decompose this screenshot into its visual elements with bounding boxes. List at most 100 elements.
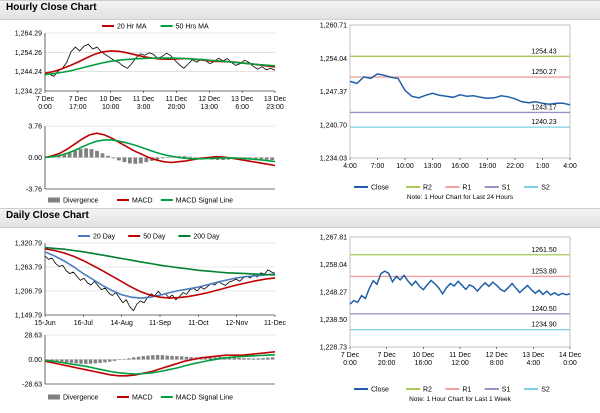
daily_1w-ytick-2: 1,248.27 — [320, 290, 347, 297]
daily_price-ma-line-1 — [44, 251, 276, 299]
hourly_price-xtick-5-b: 13:00 — [201, 104, 219, 111]
hourly_24h-xtick-5: 19:00 — [479, 163, 497, 170]
hourly_macd-divergence-bar — [133, 157, 138, 164]
daily_price-legend-2-label: 200 Day — [193, 234, 220, 241]
hourly_24h-level-label-s1: 1243.17 — [531, 104, 556, 111]
daily_macd-divergence-bar — [184, 356, 189, 360]
hourly_macd-divergence-bar — [78, 149, 83, 158]
hourly_24h-note: Note: 1 Hour Chart for Last 24 Hours — [407, 194, 514, 201]
daily_macd-divergence-bar — [242, 358, 246, 360]
hourly_24h-xtick-4: 16:00 — [451, 163, 469, 170]
daily_macd-divergence-bar — [79, 359, 83, 364]
hourly_price-xtick-5-a: 12 Dec — [198, 96, 221, 103]
hourly_price-ma-line-1 — [44, 50, 276, 74]
hourly_price-xtick-1-b: 17:00 — [69, 104, 87, 111]
hourly_price-xtick-2-b: 10:00 — [102, 104, 120, 111]
hourly_24h-legend-0-label: Close — [371, 185, 389, 192]
daily_macd-divergence-bar — [247, 358, 251, 360]
hourly_macd-legend-0-swatch — [48, 197, 60, 203]
daily_macd-divergence-bar — [227, 357, 232, 360]
daily_macd-divergence-bar — [93, 359, 97, 364]
hourly_macd-divergence-bar — [122, 157, 127, 163]
daily_1w-xtick-6-a: 14 Dec — [559, 352, 582, 359]
hourly_price-xtick-0-b: 0:00 — [38, 104, 52, 111]
hourly_price-legend-1-label: 50 Hrs MA — [176, 24, 209, 31]
hourly_24h-legend-4-label: S2 — [541, 185, 550, 192]
daily_1w-ytick-0: 1,267.81 — [320, 235, 347, 242]
daily_1w-xtick-1-a: 7 Dec — [378, 352, 397, 359]
daily_1w-xtick-2-a: 10 Dec — [412, 352, 435, 359]
hourly_price-xtick-3-a: 11 Dec — [133, 96, 155, 103]
daily_macd-divergence-bar — [132, 357, 136, 360]
hourly_macd-divergence-bar — [144, 157, 149, 163]
daily_macd-divergence-bar — [151, 355, 155, 360]
hourly_macd-divergence-bar — [62, 154, 67, 158]
daily_1w-level-label-r1: 1253.80 — [531, 268, 556, 275]
daily_macd-legend-1-label: MACD — [132, 395, 153, 402]
hourly_price-xtick-4-b: 20:00 — [168, 104, 186, 111]
daily_price-ytick-3: 1,149.79 — [15, 313, 42, 320]
hourly_price-ytick-0: 1,264.29 — [15, 31, 42, 38]
daily_macd-divergence-bar — [108, 359, 112, 362]
daily_macd-ytick-1: 0.00 — [28, 357, 42, 364]
hourly_macd-ytick-1: 0.00 — [28, 155, 42, 162]
daily_1w-level-label-s1: 1240.50 — [531, 306, 556, 313]
daily_macd-divergence-bar — [270, 357, 275, 360]
daily_price-xtick-6: 11-Dec — [264, 320, 287, 327]
hourly_macd-legend-2-label: MACD Signal Line — [176, 198, 233, 205]
hourly_price-xtick-2-a: 10 Dec — [100, 96, 123, 103]
daily_macd-legend-2-label: MACD Signal Line — [176, 395, 233, 402]
hourly_24h-xtick-7: 1:00 — [536, 163, 550, 170]
hourly_macd-divergence-bar — [67, 152, 72, 158]
hourly_macd-divergence-bar — [73, 150, 77, 158]
daily_price-xtick-5: 12-Nov — [225, 320, 248, 327]
hourly_macd-divergence-bar — [248, 157, 253, 159]
daily_macd-divergence-bar — [136, 356, 141, 360]
hourly_price-legend-0-label: 20 Hr MA — [117, 24, 147, 31]
daily_1w-xtick-2-b: 16:00 — [415, 360, 433, 367]
hourly_24h-level-label-r1: 1250.27 — [531, 69, 556, 76]
hourly-chart-title: Hourly Close Chart — [6, 2, 97, 13]
hourly_macd-divergence-bar — [56, 155, 61, 158]
daily_macd-macd-line — [44, 351, 276, 377]
daily_price-legend-1-label: 50 Day — [143, 234, 166, 241]
hourly_price-xtick-3-b: 3:00 — [137, 104, 151, 111]
daily_price-xtick-2: 14-Aug — [110, 320, 133, 327]
hourly_macd-divergence-bar — [166, 157, 171, 158]
daily_1w-level-label-r2: 1261.50 — [531, 247, 556, 254]
daily_price-ma-line-3 — [44, 246, 276, 276]
hourly_price-ytick-3: 1,234.22 — [15, 89, 42, 96]
daily-chart-header: Daily Close Chart — [0, 208, 600, 228]
daily_1w-ytick-3: 1,238.50 — [320, 317, 347, 324]
hourly_24h-level-label-s2: 1240.23 — [531, 119, 556, 126]
daily_price-xtick-4: 11-Oct — [188, 320, 209, 327]
daily_macd-divergence-bar — [261, 358, 265, 360]
hourly_macd-divergence-bar — [259, 157, 264, 160]
hourly_price-xtick-1-a: 7 Dec — [69, 96, 88, 103]
daily_macd-ytick-0: 28.63 — [24, 333, 42, 340]
daily_macd-divergence-bar — [60, 359, 64, 363]
daily_price-xtick-3: 11-Sep — [149, 320, 171, 327]
daily_macd-divergence-bar — [141, 356, 145, 360]
daily_macd-divergence-bar — [146, 355, 150, 360]
hourly_price-xtick-7-b: 23:00 — [266, 104, 284, 111]
hourly_macd-divergence-bar — [84, 148, 88, 158]
hourly_macd-divergence-bar — [128, 157, 132, 164]
daily_1w-xtick-0-b: 0:00 — [343, 360, 357, 367]
hourly_macd-legend-0-label: Divergence — [63, 198, 99, 205]
hourly-chart-header: Hourly Close Chart — [0, 0, 600, 20]
daily_1w-xtick-6-b: 0:00 — [563, 360, 577, 367]
hourly_24h-level-label-r2: 1254.43 — [531, 48, 556, 55]
hourly_macd-divergence-bar — [138, 157, 143, 164]
hourly_24h-legend-2-label: R1 — [462, 185, 471, 192]
hourly_macd-divergence-bar — [100, 153, 105, 158]
hourly_24h-legend-3-label: S1 — [502, 185, 511, 192]
daily_1w-legend-3-label: S1 — [502, 387, 511, 394]
hourly_24h-legend-1-label: R2 — [423, 185, 432, 192]
hourly_macd-ytick-2: -3.76 — [26, 187, 42, 194]
hourly_macd-divergence-bar — [193, 157, 198, 158]
daily_1w-xtick-4-a: 12 Dec — [486, 352, 509, 359]
daily_1w-xtick-5-a: 13 Dec — [522, 352, 545, 359]
daily_price-ytick-0: 1,320.79 — [15, 241, 42, 248]
